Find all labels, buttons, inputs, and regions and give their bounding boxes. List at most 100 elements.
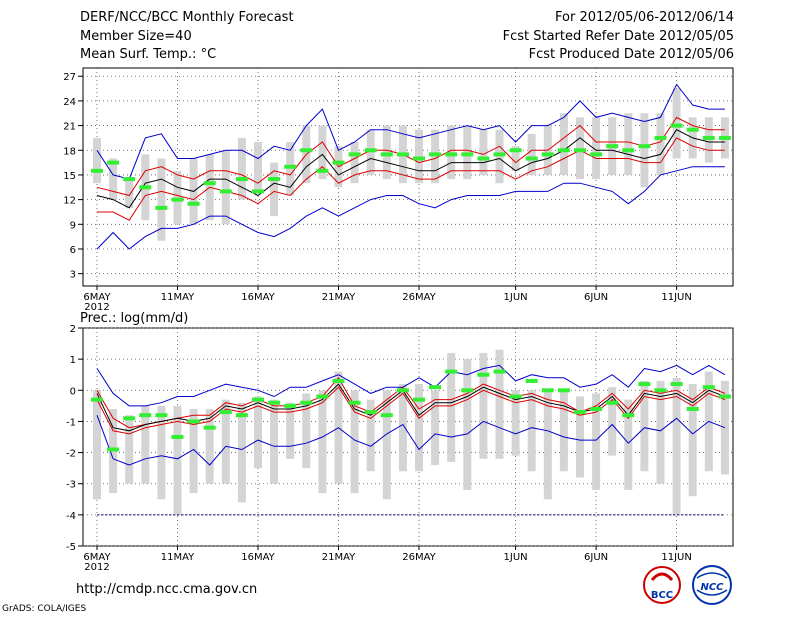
ncc-logo-text: NCC	[700, 582, 724, 593]
precip-box	[141, 405, 150, 484]
precip-box	[543, 390, 552, 500]
temp-box	[125, 179, 134, 208]
temp-min-line	[96, 166, 725, 250]
precip-box	[608, 387, 617, 456]
precip-ytick-label: -4	[66, 511, 76, 522]
precip-obs-marker	[187, 419, 200, 424]
precip-xtick-label: 6MAY	[83, 552, 111, 563]
precip-min-line	[96, 415, 726, 466]
temp-box	[237, 137, 246, 200]
temp-obs-marker	[670, 123, 683, 128]
precip-obs-marker	[718, 394, 731, 399]
temp-obs-marker	[155, 205, 168, 210]
temp-ytick-label: 21	[63, 122, 76, 133]
precip-obs-marker	[364, 410, 377, 415]
precip-box	[173, 405, 182, 515]
temp-obs-marker	[364, 148, 377, 153]
temp-ytick-label: 6	[70, 245, 76, 256]
precip-box	[576, 396, 584, 478]
precip-obs-marker	[654, 388, 667, 393]
precip-ytick-label: -3	[66, 480, 76, 491]
temp-year-label: 2012	[84, 302, 109, 313]
precip-obs-marker	[380, 413, 393, 418]
precip-box	[302, 393, 311, 469]
precip-obs-marker	[235, 413, 248, 418]
temp-obs-marker	[461, 152, 474, 157]
precip-box	[286, 402, 295, 459]
temp-box	[463, 125, 472, 180]
temp-box	[286, 142, 295, 196]
temp-obs-marker	[203, 181, 216, 186]
source-url[interactable]: http://cmdp.ncc.cma.gov.cn	[76, 582, 258, 597]
temp-box	[624, 113, 633, 175]
precip-obs-marker	[557, 388, 570, 393]
precip-obs-marker	[332, 378, 345, 383]
precip-obs-marker	[91, 397, 103, 402]
precip-obs-marker	[509, 394, 522, 399]
temp-obs-marker	[445, 152, 458, 157]
precip-box	[350, 390, 359, 494]
temp-box	[254, 142, 262, 192]
precip-obs-marker	[219, 410, 232, 415]
bcc-logo: BCC	[643, 566, 681, 604]
temp-obs-marker	[171, 197, 184, 202]
precip-obs-marker	[413, 397, 425, 402]
temp-obs-marker	[268, 177, 281, 182]
temp-obs-marker	[123, 177, 136, 182]
temp-box	[576, 117, 584, 180]
precip-ytick-label: -2	[66, 449, 76, 460]
temp-obs-marker	[477, 156, 490, 161]
precip-obs-marker	[445, 369, 458, 374]
temp-ytick-label: 18	[63, 146, 76, 157]
temp-ytick-label: 3	[70, 270, 76, 281]
temp-obs-marker	[219, 189, 232, 194]
precip-upper-line	[96, 376, 726, 429]
precip-year-label: 2012	[84, 562, 109, 573]
precip-obs-marker	[316, 394, 329, 399]
temp-obs-marker	[380, 152, 393, 157]
forecast-produced-date: Fcst Produced Date 2012/05/06	[528, 47, 734, 62]
precip-max-line	[96, 364, 726, 407]
precip-obs-marker	[155, 413, 168, 418]
precip-box	[189, 408, 198, 494]
temp-box	[527, 133, 536, 175]
precip-box	[672, 377, 681, 515]
temp-box	[431, 129, 440, 184]
precip-box	[398, 384, 407, 472]
precip-box	[640, 380, 649, 472]
temperature-label: Mean Surf. Temp.: °C	[80, 47, 217, 62]
temp-obs-marker	[413, 156, 425, 161]
temp-obs-marker	[235, 177, 248, 182]
bcc-logo-text: BCC	[651, 590, 673, 601]
temp-box	[640, 113, 649, 188]
precip-obs-marker	[396, 388, 409, 393]
temp-box	[173, 170, 182, 225]
precip-ytick-label: -5	[66, 542, 76, 553]
temp-obs-marker	[574, 148, 586, 153]
precip-obs-marker	[284, 403, 297, 408]
precip-box	[527, 390, 536, 472]
temp-mean-line	[96, 129, 725, 209]
member-size: Member Size=40	[80, 29, 192, 44]
precip-obs-marker	[574, 410, 586, 415]
precip-obs-marker	[541, 388, 554, 393]
precip-box	[495, 349, 504, 459]
temp-obs-marker	[702, 135, 715, 140]
temp-obs-marker	[139, 185, 152, 190]
temp-ytick-label: 27	[63, 72, 76, 83]
temp-box	[109, 158, 118, 200]
temp-obs-marker	[509, 148, 522, 153]
precip-box	[592, 393, 601, 490]
precip-xtick-label: 16MAY	[241, 552, 275, 563]
temp-obs-marker	[284, 164, 297, 169]
temp-obs-marker	[718, 135, 731, 140]
temp-xtick-label: 1JUN	[504, 292, 528, 303]
temp-obs-marker	[332, 160, 345, 165]
temp-xtick-label: 6JUN	[584, 292, 608, 303]
precip-obs-marker	[252, 397, 264, 402]
temp-box	[559, 113, 568, 175]
precip-box	[366, 399, 375, 472]
precip-obs-marker	[525, 378, 538, 383]
precip-box	[237, 402, 246, 503]
temp-box	[672, 88, 681, 159]
